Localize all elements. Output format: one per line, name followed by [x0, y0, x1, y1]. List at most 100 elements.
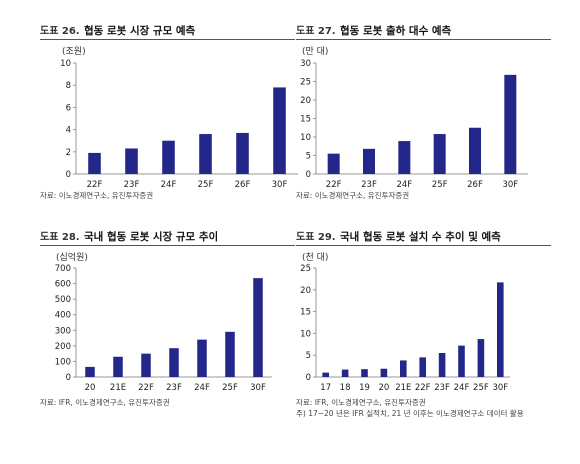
panel-title-row: 도표 28. 국내 협동 로봇 시장 규모 추이	[40, 228, 310, 244]
y-tick-label: 600	[55, 280, 71, 290]
x-tick-label: 22F	[326, 180, 342, 190]
x-tick-label: 18	[340, 383, 351, 393]
x-tick-label: 23F	[166, 383, 182, 393]
y-tick-label: 25	[300, 78, 311, 88]
y-tick-label: 5	[306, 351, 311, 361]
x-tick-label: 22F	[87, 180, 103, 190]
x-tick-label: 17	[320, 383, 331, 393]
bar	[477, 339, 485, 377]
bar	[253, 278, 263, 377]
x-tick-label: 19	[359, 383, 370, 393]
bar	[458, 345, 465, 377]
bar	[125, 148, 138, 174]
x-tick-label: 30F	[492, 383, 508, 393]
chart-title: 국내 협동 로봇 설치 수 추이 및 예측	[340, 231, 501, 243]
bar-chart-26: 0 2 4 6 8 10 22F 23F 24F 25F 26F 30F	[60, 59, 298, 190]
y-tick-label: 10	[300, 133, 311, 143]
y-tick-label: 300	[55, 326, 71, 336]
x-tick-label: 24F	[194, 383, 210, 393]
bar	[162, 140, 175, 174]
x-tick-label: 24F	[161, 180, 177, 190]
source-note: 자료: 이노경제연구소, 유진투자증권	[296, 191, 410, 200]
bar	[322, 372, 329, 377]
y-tick-label: 0	[306, 170, 311, 180]
y-tick-label: 4	[66, 126, 71, 136]
chart-title: 협동 로봇 시장 규모 예측	[84, 25, 196, 37]
figure-number: 도표 27.	[296, 26, 336, 37]
bar	[197, 339, 207, 377]
bar	[361, 369, 368, 377]
x-tick-label: 30F	[250, 383, 266, 393]
y-tick-label: 15	[300, 308, 311, 318]
bar	[273, 87, 286, 174]
x-tick-label: 23F	[361, 180, 377, 190]
y-tick-label: 0	[66, 373, 71, 383]
bar-chart-28: 0 100 200 300 400 500 600 700 20 21E 22F 23F 24F 25F 3…	[55, 264, 272, 393]
bar	[327, 153, 340, 174]
x-tick-label: 21E	[110, 383, 126, 393]
bar-chart-27: 0 5 10 15 20 25 30 22F 23F 24F 25F 26F 30F	[300, 59, 528, 190]
y-tick-label: 20	[300, 96, 311, 106]
x-tick-label: 25F	[222, 383, 238, 393]
figure-number: 도표 26.	[40, 26, 80, 37]
x-tick-label: 30F	[272, 180, 288, 190]
source-note: 자료: IFR, 이노경제연구소, 유진투자증권	[296, 398, 426, 407]
y-unit-label: (만 대)	[302, 47, 329, 57]
y-tick-label: 30	[300, 59, 311, 69]
x-tick-label: 21E	[395, 383, 411, 393]
y-tick-label: 10	[60, 59, 71, 69]
y-unit-label: (십억원)	[56, 253, 88, 263]
y-tick-label: 25	[300, 264, 311, 274]
y-tick-label: 2	[66, 148, 71, 158]
x-tick-label: 20	[378, 383, 389, 393]
bar	[497, 282, 504, 377]
x-tick-label: 25F	[198, 180, 214, 190]
bar	[504, 74, 517, 174]
x-tick-label: 25F	[432, 180, 448, 190]
y-tick-label: 500	[55, 295, 71, 305]
bar	[141, 353, 151, 377]
bar	[88, 152, 101, 174]
x-tick-label: 20	[85, 383, 96, 393]
bar	[113, 356, 123, 377]
x-tick-label: 22F	[138, 383, 154, 393]
y-tick-label: 700	[55, 264, 71, 274]
bar	[400, 360, 407, 377]
data-footnote: 주) 17~20 년은 IFR 실적치, 21 년 이후는 이노경제연구소 데이…	[296, 409, 524, 418]
bar	[199, 134, 212, 174]
x-tick-label: 23F	[124, 180, 140, 190]
x-tick-label: 24F	[454, 383, 470, 393]
y-tick-label: 6	[66, 103, 71, 113]
bar	[398, 141, 411, 174]
y-tick-label: 200	[55, 342, 71, 352]
bar-chart-29: 0 5 10 15 20 25 17 18 19 20 21E 22F 23F 24F 25F 30F	[300, 264, 510, 393]
x-tick-label: 22F	[415, 383, 431, 393]
bar	[438, 353, 446, 377]
bar	[225, 331, 235, 377]
x-tick-label: 24F	[396, 180, 412, 190]
y-tick-label: 0	[66, 170, 71, 180]
bar	[380, 368, 388, 377]
bar	[169, 348, 179, 377]
y-unit-label: (조원)	[62, 47, 86, 57]
title-divider	[40, 39, 295, 40]
bar	[468, 127, 482, 174]
bar	[236, 132, 249, 174]
y-tick-label: 15	[300, 115, 311, 125]
x-tick-label: 26F	[467, 180, 483, 190]
title-divider	[40, 245, 295, 246]
bar	[85, 366, 95, 377]
source-note: 자료: 이노경제연구소, 유진투자증권	[40, 191, 154, 200]
y-unit-label: (천 대)	[302, 253, 329, 263]
bar	[419, 357, 426, 377]
title-divider	[296, 39, 551, 40]
y-tick-label: 0	[306, 373, 311, 383]
chart-title: 협동 로봇 출하 대수 예측	[340, 25, 452, 37]
panel-title-row: 도표 27. 협동 로봇 출하 대수 예측	[296, 22, 566, 38]
chart-title: 국내 협동 로봇 시장 규모 추이	[84, 231, 219, 243]
x-tick-label: 25F	[473, 383, 489, 393]
bar	[341, 369, 349, 377]
title-divider	[296, 245, 551, 246]
bar	[433, 134, 446, 174]
y-tick-label: 100	[55, 357, 71, 367]
